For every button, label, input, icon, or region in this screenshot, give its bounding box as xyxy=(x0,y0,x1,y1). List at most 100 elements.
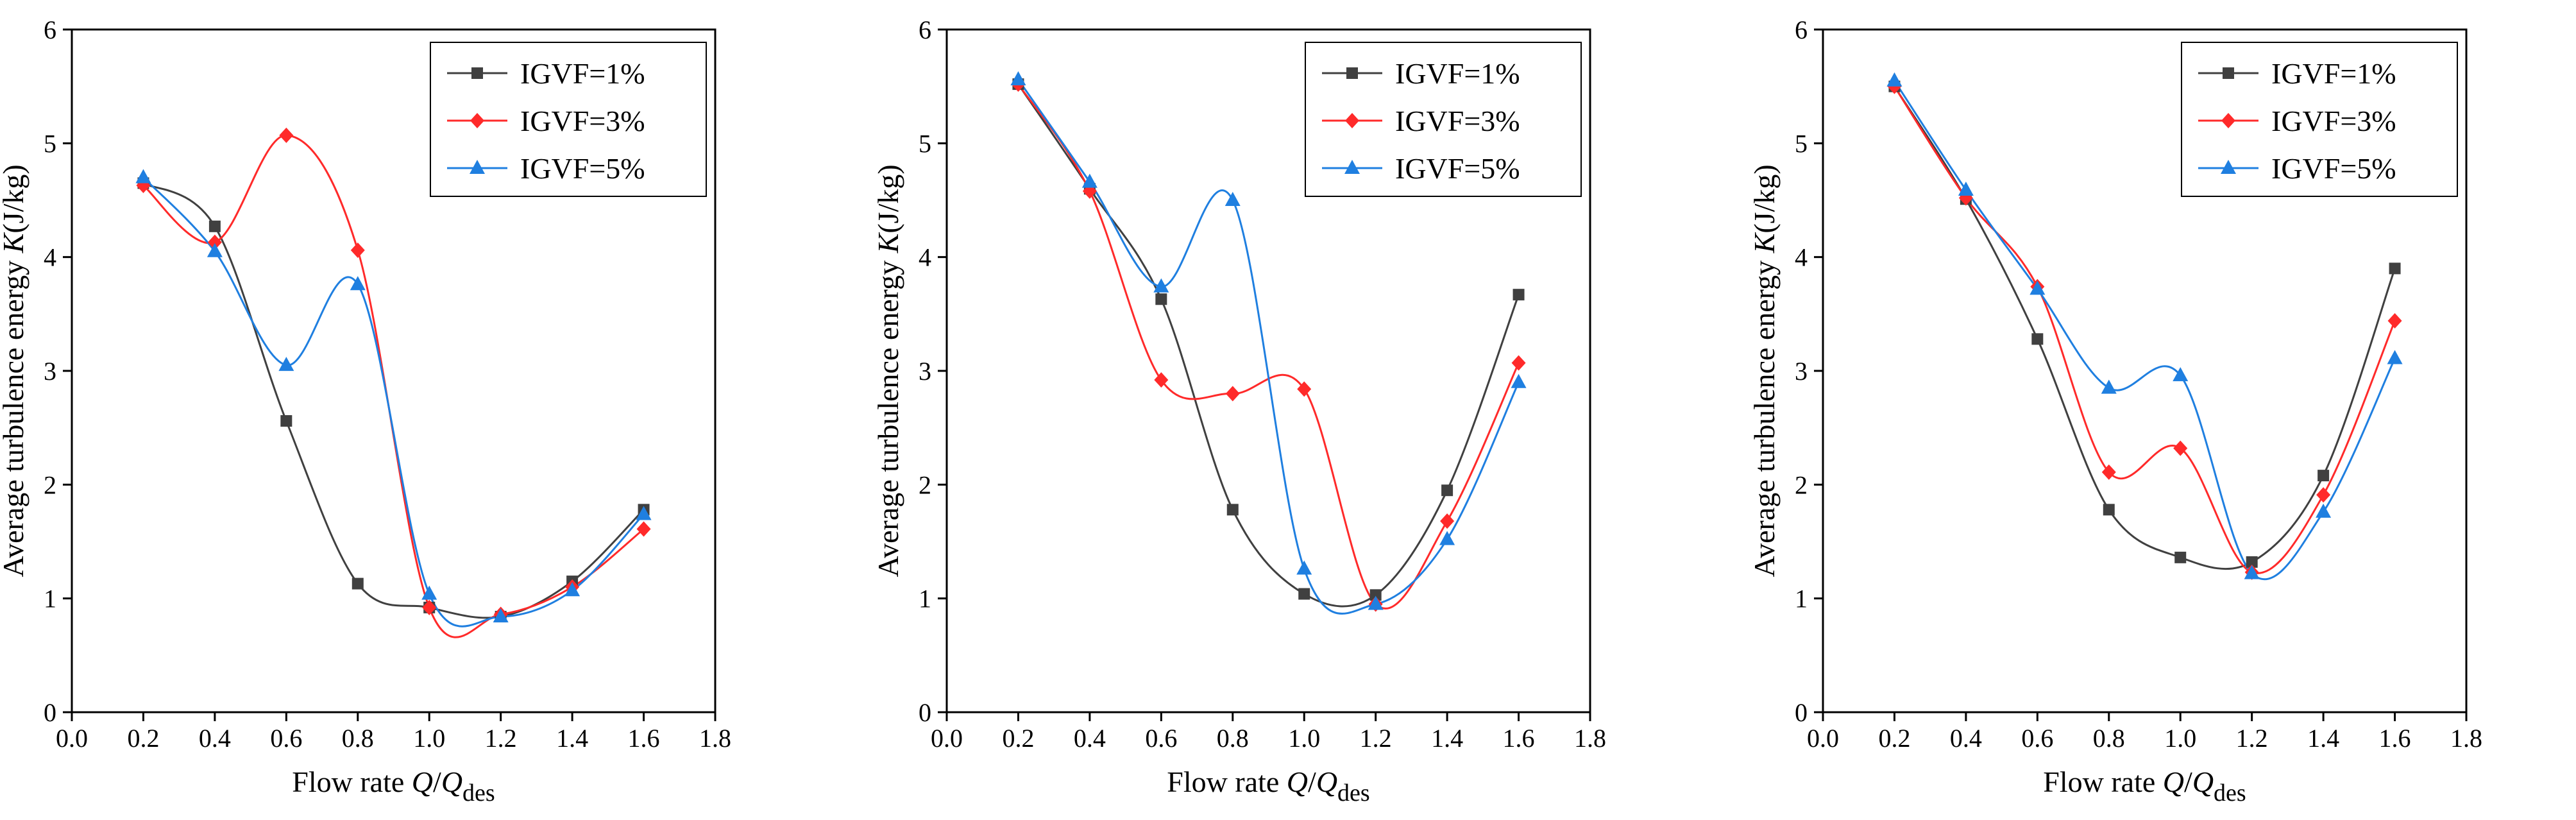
data-point-s3-1 xyxy=(1010,71,1026,86)
legend-marker-2 xyxy=(470,113,484,128)
x-axis-label-sub: des xyxy=(2214,780,2246,807)
x-tick-label: 1.8 xyxy=(699,724,731,753)
x-tick-label: 1.8 xyxy=(2450,724,2482,753)
x-axis-label-sub: des xyxy=(462,780,495,807)
data-point-s3-3 xyxy=(1153,278,1169,293)
y-tick-label: 5 xyxy=(919,129,931,158)
data-point-s3-7 xyxy=(2316,503,2332,518)
x-tick-label: 1.6 xyxy=(628,724,660,753)
x-axis-label-var2: Q xyxy=(2192,765,2214,798)
x-tick-label: 0.6 xyxy=(1145,724,1177,753)
legend-marker-1 xyxy=(1346,67,1358,79)
x-tick-label: 0.2 xyxy=(127,724,159,753)
y-tick-label: 3 xyxy=(44,357,56,386)
data-point-s1-7 xyxy=(1441,484,1453,497)
legend-marker-2 xyxy=(2221,113,2235,128)
legend-label-2: IGVF=3% xyxy=(1395,105,1520,137)
data-point-s3-8 xyxy=(636,506,652,520)
legend-label-2: IGVF=3% xyxy=(520,105,645,137)
data-point-s3-8 xyxy=(1511,373,1527,388)
y-axis-label-unit: (J/kg) xyxy=(1748,164,1781,233)
x-tick-label: 0.2 xyxy=(1878,724,1910,753)
y-tick-label: 0 xyxy=(919,698,931,727)
data-point-s3-3 xyxy=(278,357,294,372)
data-point-s3-2 xyxy=(207,243,223,257)
data-point-s1-3 xyxy=(1155,293,1167,305)
y-tick-label: 0 xyxy=(44,698,56,727)
x-tick-label: 0.4 xyxy=(1950,724,1982,753)
y-axis-label: Average turbulence energy K(J/kg) xyxy=(1748,164,1781,577)
x-axis-label-var: Q xyxy=(412,765,433,798)
x-tick-label: 1.0 xyxy=(1288,724,1320,753)
data-point-s3-5 xyxy=(421,585,437,600)
legend-label-3: IGVF=5% xyxy=(2271,152,2396,185)
data-point-s3-7 xyxy=(564,582,580,597)
x-tick-label: 1.4 xyxy=(556,724,588,753)
x-axis-label-slash: / xyxy=(1308,765,1316,798)
y-tick-label: 1 xyxy=(44,585,56,613)
x-axis-label: Flow rate Q/Qdes xyxy=(1167,765,1369,807)
legend-label-3: IGVF=5% xyxy=(1395,152,1520,185)
data-point-s1-6 xyxy=(2246,556,2258,568)
y-axis-label-prefix: Average turbulence energy xyxy=(1748,253,1781,577)
data-point-s3-4 xyxy=(1224,192,1241,206)
y-tick-label: 2 xyxy=(1795,470,1808,499)
legend-marker-2 xyxy=(1345,113,1359,128)
x-axis-label-sub: des xyxy=(1337,780,1370,807)
data-point-s3-6 xyxy=(1368,595,1384,610)
series-line-3 xyxy=(1017,79,1520,615)
series-line-3 xyxy=(142,176,645,628)
legend-marker-3 xyxy=(470,160,485,174)
x-axis-label-var2: Q xyxy=(441,765,462,798)
x-axis-label-var: Q xyxy=(1287,765,1308,798)
data-point-s3-5 xyxy=(1296,560,1312,575)
x-axis-label: Flow rate Q/Qdes xyxy=(292,765,495,807)
x-tick-label: 0.8 xyxy=(342,724,374,753)
y-axis-label-unit: (J/kg) xyxy=(872,164,904,233)
data-point-s2-3 xyxy=(1154,372,1169,388)
series-line-1 xyxy=(142,182,645,619)
data-point-s1-3 xyxy=(280,415,292,427)
data-point-s3-6 xyxy=(2244,565,2260,579)
x-tick-label: 1.6 xyxy=(2379,724,2411,753)
y-tick-label: 1 xyxy=(1795,585,1808,613)
x-tick-label: 0.0 xyxy=(56,724,88,753)
chart-panel-2: 0.0 0.2 0.4 0.6 0.8 1.0 1.2 1.4 1.6 1.8 0 1 2 3 4 5 6 Flo… xyxy=(872,15,1606,807)
x-tick-label: 0.0 xyxy=(1807,724,1839,753)
data-point-s1-8 xyxy=(2389,262,2401,275)
data-point-s1-5 xyxy=(1298,588,1310,600)
x-axis-label-slash: / xyxy=(433,765,441,798)
legend-marker-3 xyxy=(1344,160,1360,174)
data-point-s1-3 xyxy=(2031,333,2044,345)
data-point-s3-7 xyxy=(1439,531,1455,545)
chart-panel-3: 0.0 0.2 0.4 0.6 0.8 1.0 1.2 1.4 1.6 1.8 0 1 2 3 4 5 6 Flo… xyxy=(1748,15,2482,807)
y-axis-label-var: K xyxy=(872,232,904,253)
data-point-s1-7 xyxy=(2318,470,2330,482)
data-point-s2-4 xyxy=(1225,386,1240,402)
data-point-s3-4 xyxy=(2101,379,2117,394)
legend-label-1: IGVF=1% xyxy=(2271,57,2396,90)
data-point-s2-7 xyxy=(1440,513,1455,529)
data-point-s3-1 xyxy=(1886,72,1902,87)
legend-label-1: IGVF=1% xyxy=(1395,57,1520,90)
data-point-s3-4 xyxy=(350,276,366,291)
data-point-s3-1 xyxy=(135,169,151,184)
y-tick-label: 5 xyxy=(1795,129,1808,158)
y-tick-label: 3 xyxy=(1795,357,1808,386)
data-point-s2-8 xyxy=(636,521,651,537)
y-tick-label: 4 xyxy=(919,243,931,272)
data-point-s2-5 xyxy=(422,599,437,615)
legend: IGVF=1% IGVF=3% IGVF=5% xyxy=(2181,42,2458,197)
data-point-s2-3 xyxy=(279,127,294,143)
legend-label-3: IGVF=5% xyxy=(520,152,645,185)
x-tick-label: 1.4 xyxy=(2307,724,2339,753)
x-tick-label: 1.4 xyxy=(1431,724,1463,753)
legend-marker-1 xyxy=(2223,67,2234,79)
y-tick-label: 2 xyxy=(919,470,931,499)
y-axis-label-var: K xyxy=(1748,232,1781,253)
y-tick-label: 0 xyxy=(1795,698,1808,727)
data-point-s3-6 xyxy=(493,608,509,623)
x-axis-label: Flow rate Q/Qdes xyxy=(2043,765,2246,807)
